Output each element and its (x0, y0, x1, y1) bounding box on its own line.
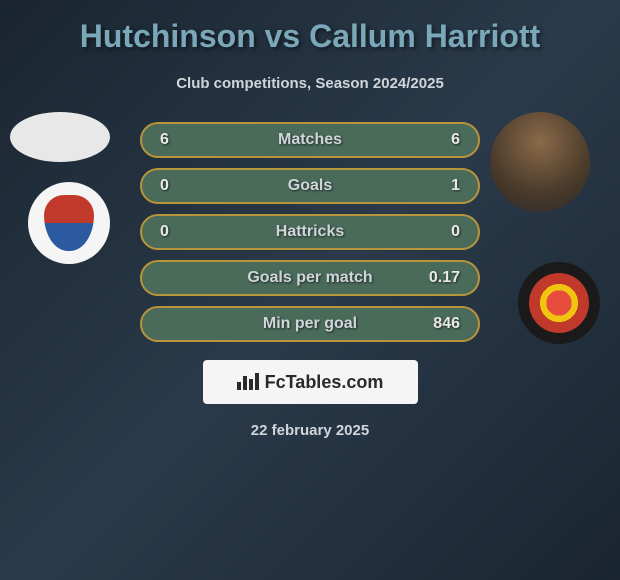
stat-value-left: 6 (160, 131, 200, 149)
fctables-badge: FcTables.com (203, 360, 418, 404)
chart-icon (237, 370, 259, 395)
club-badge-left (28, 182, 110, 264)
stat-row: 6 Matches 6 (140, 122, 480, 158)
date-text: 22 february 2025 (0, 422, 620, 439)
subtitle: Club competitions, Season 2024/2025 (0, 75, 620, 92)
stat-row: 0 Hattricks 0 (140, 214, 480, 250)
club-badge-right (518, 262, 600, 344)
player-avatar-right (490, 112, 590, 212)
stat-row: Min per goal 846 (140, 306, 480, 342)
stat-value-left: 0 (160, 223, 200, 241)
stat-value-right: 1 (420, 177, 460, 195)
stat-row: Goals per match 0.17 (140, 260, 480, 296)
page-title: Hutchinson vs Callum Harriott (0, 18, 620, 55)
stat-label: Goals per match (247, 269, 372, 287)
badge-text: FcTables.com (265, 372, 384, 393)
stats-column: 6 Matches 6 0 Goals 1 0 Hattricks 0 Goal… (140, 122, 480, 342)
stat-label: Goals (288, 177, 332, 195)
stat-value-right: 846 (420, 315, 460, 333)
comparison-container: Hutchinson vs Callum Harriott Club compe… (0, 0, 620, 449)
stat-value-right: 0 (420, 223, 460, 241)
player-avatar-left (10, 112, 110, 162)
stat-value-left: 0 (160, 177, 200, 195)
stat-value-right: 6 (420, 131, 460, 149)
content-area: 6 Matches 6 0 Goals 1 0 Hattricks 0 Goal… (0, 122, 620, 439)
stat-value-right: 0.17 (420, 269, 460, 287)
stat-row: 0 Goals 1 (140, 168, 480, 204)
stat-label: Matches (278, 131, 342, 149)
stat-label: Min per goal (263, 315, 357, 333)
stat-label: Hattricks (276, 223, 344, 241)
